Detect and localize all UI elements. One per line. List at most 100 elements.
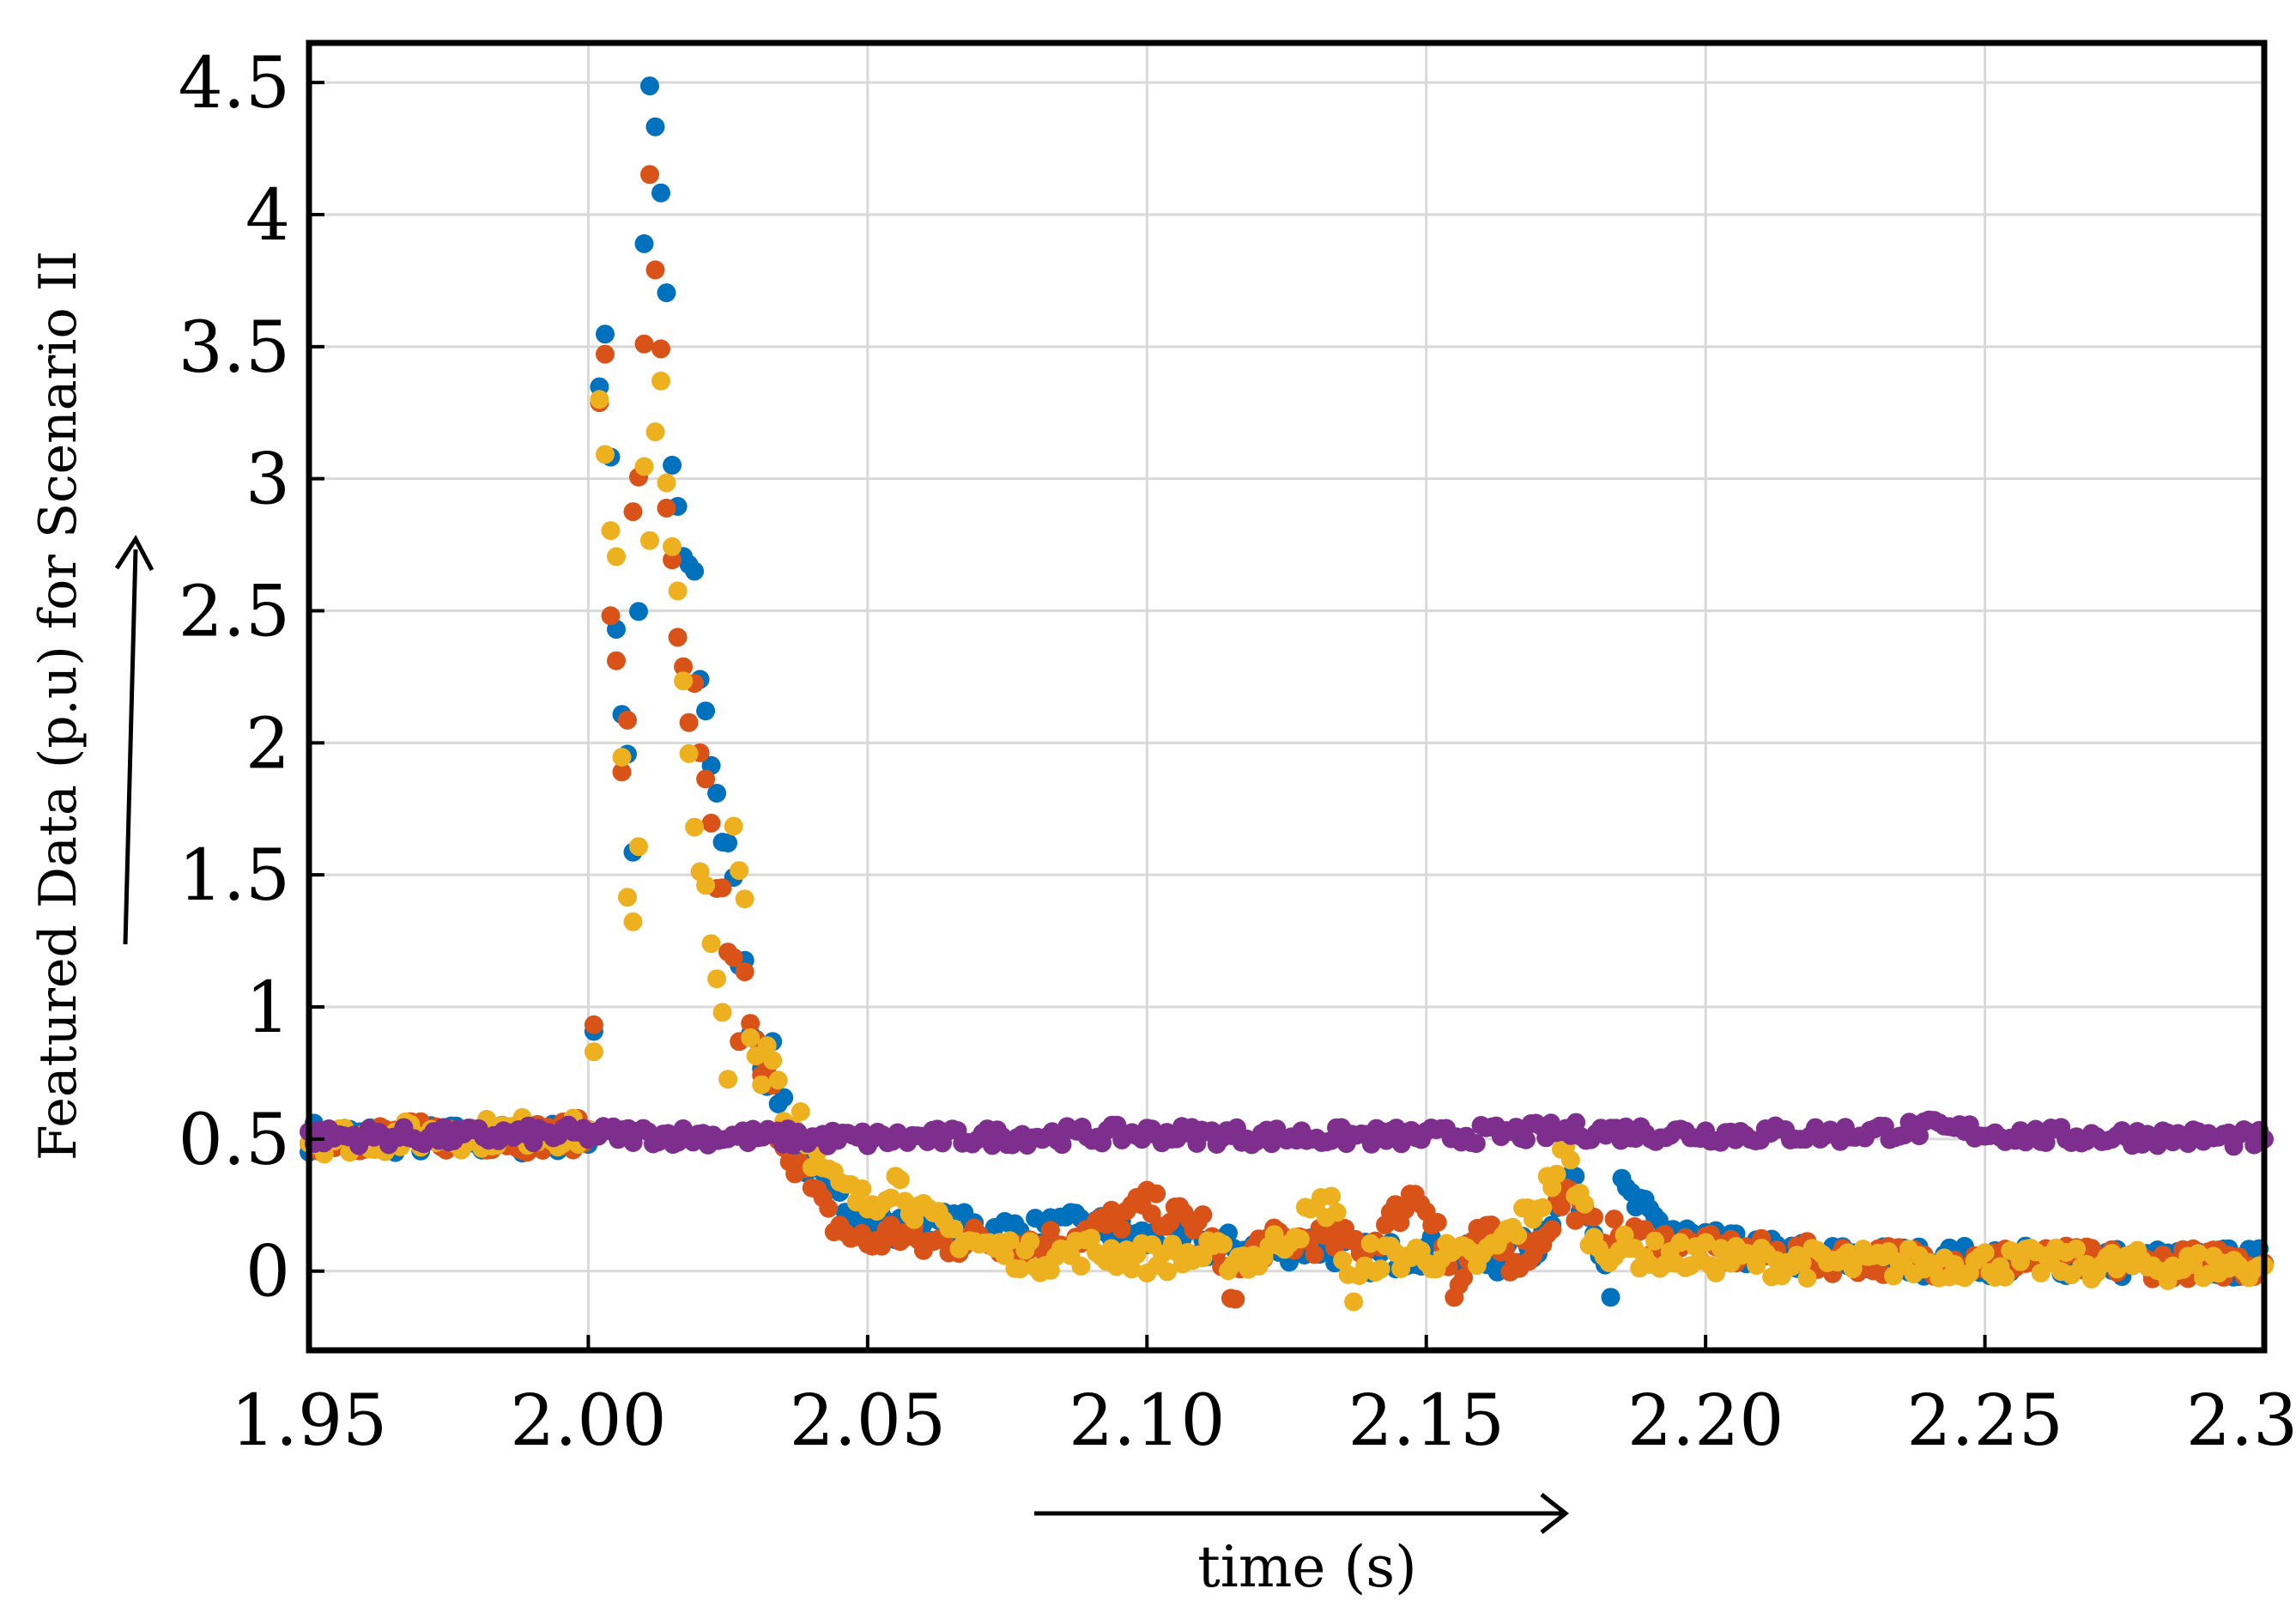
y-tick-label: 3 bbox=[245, 440, 290, 521]
data-point bbox=[1158, 1262, 1177, 1282]
data-point bbox=[1601, 1288, 1621, 1307]
data-point bbox=[645, 117, 665, 136]
data-point bbox=[890, 1170, 910, 1190]
data-point bbox=[651, 371, 670, 391]
data-point bbox=[668, 628, 688, 647]
data-point bbox=[757, 1036, 777, 1056]
data-point bbox=[718, 834, 738, 852]
y-tick-label: 2 bbox=[245, 703, 290, 785]
data-point bbox=[1305, 1245, 1324, 1264]
data-point bbox=[1333, 1251, 1353, 1270]
data-point bbox=[1547, 1164, 1566, 1184]
data-point bbox=[657, 283, 676, 303]
data-point bbox=[1975, 1243, 1995, 1263]
data-point bbox=[1021, 1232, 1040, 1252]
series-4-points bbox=[300, 1110, 2274, 1156]
data-point bbox=[623, 502, 643, 522]
data-point bbox=[657, 498, 676, 518]
x-tick-label: 2.15 bbox=[1348, 1380, 1505, 1462]
data-point bbox=[1533, 1198, 1553, 1217]
data-point bbox=[1371, 1259, 1390, 1279]
data-point bbox=[707, 784, 727, 803]
data-point bbox=[1575, 1194, 1595, 1214]
x-tick-label: 2.10 bbox=[1069, 1380, 1226, 1462]
x-tick-label: 2.25 bbox=[1906, 1380, 2063, 1462]
data-point bbox=[1427, 1213, 1447, 1232]
data-point bbox=[679, 743, 699, 763]
data-point bbox=[1797, 1268, 1817, 1288]
data-point bbox=[1584, 1207, 1603, 1227]
data-point bbox=[645, 260, 665, 280]
data-point bbox=[944, 1219, 964, 1239]
y-tick-label: 2.5 bbox=[179, 572, 290, 653]
data-point bbox=[634, 233, 654, 253]
data-point bbox=[674, 657, 694, 676]
data-point bbox=[629, 602, 648, 622]
data-point bbox=[730, 861, 749, 881]
y-tick-label: 4.5 bbox=[179, 43, 290, 124]
data-point bbox=[674, 671, 694, 691]
data-point bbox=[601, 606, 621, 626]
data-point bbox=[618, 888, 637, 907]
x-tick-label: 2.05 bbox=[790, 1380, 947, 1462]
data-point bbox=[1122, 1259, 1142, 1279]
data-point bbox=[1361, 1134, 1381, 1154]
x-axis-label: time (s) bbox=[1197, 1534, 1417, 1600]
data-point bbox=[1081, 1228, 1101, 1248]
data-point bbox=[872, 1236, 892, 1256]
y-tick-label: 1.5 bbox=[179, 835, 290, 917]
data-point bbox=[1360, 1234, 1380, 1253]
data-point bbox=[601, 521, 621, 541]
data-point bbox=[1454, 1268, 1474, 1288]
data-point bbox=[1466, 1134, 1486, 1154]
data-point bbox=[735, 889, 754, 909]
data-point bbox=[774, 1088, 794, 1107]
data-point bbox=[640, 76, 659, 96]
y-tick-label: 3.5 bbox=[179, 307, 290, 389]
data-point bbox=[679, 712, 699, 732]
data-point bbox=[596, 324, 615, 344]
plot-frame bbox=[306, 39, 2268, 1354]
axis-ticks bbox=[307, 81, 2266, 1350]
data-point bbox=[590, 390, 609, 409]
x-axis-arrow bbox=[1034, 1493, 1570, 1534]
data-point bbox=[852, 1179, 872, 1198]
data-point bbox=[584, 1015, 603, 1034]
data-point bbox=[712, 1003, 732, 1022]
y-tick-label: 0.5 bbox=[179, 1100, 290, 1181]
data-point bbox=[1040, 1221, 1060, 1240]
data-points bbox=[300, 76, 2274, 1312]
data-point bbox=[607, 547, 626, 567]
data-point bbox=[768, 1070, 788, 1090]
y-axis-label: Featured Data (p.u) for Scenario II bbox=[28, 251, 88, 1161]
data-point bbox=[707, 969, 727, 989]
data-point bbox=[1214, 1234, 1233, 1254]
data-point bbox=[1645, 1231, 1664, 1251]
data-point bbox=[1516, 1130, 1536, 1149]
data-point bbox=[819, 1198, 839, 1218]
data-point bbox=[1147, 1184, 1166, 1204]
data-point bbox=[752, 1075, 772, 1094]
data-point bbox=[651, 183, 670, 203]
data-point bbox=[1396, 1200, 1415, 1220]
data-point bbox=[2148, 1136, 2167, 1155]
data-point bbox=[724, 948, 743, 967]
series-3-points bbox=[300, 371, 2274, 1312]
data-point bbox=[1052, 1135, 1072, 1155]
x-tick-label: 2.20 bbox=[1627, 1380, 1784, 1462]
data-point bbox=[712, 878, 732, 898]
data-point bbox=[1792, 1253, 1812, 1272]
y-axis-arrow bbox=[114, 535, 154, 945]
data-point bbox=[1508, 1226, 1528, 1246]
data-point bbox=[612, 748, 632, 767]
data-point bbox=[1010, 1259, 1030, 1279]
data-point bbox=[1560, 1150, 1580, 1170]
data-point bbox=[724, 816, 743, 836]
data-point bbox=[1322, 1186, 1342, 1206]
data-point bbox=[701, 813, 721, 833]
data-point bbox=[1226, 1289, 1245, 1309]
data-point bbox=[1996, 1267, 2015, 1287]
y-tick-label: 0 bbox=[245, 1232, 290, 1313]
data-point bbox=[718, 1070, 738, 1089]
